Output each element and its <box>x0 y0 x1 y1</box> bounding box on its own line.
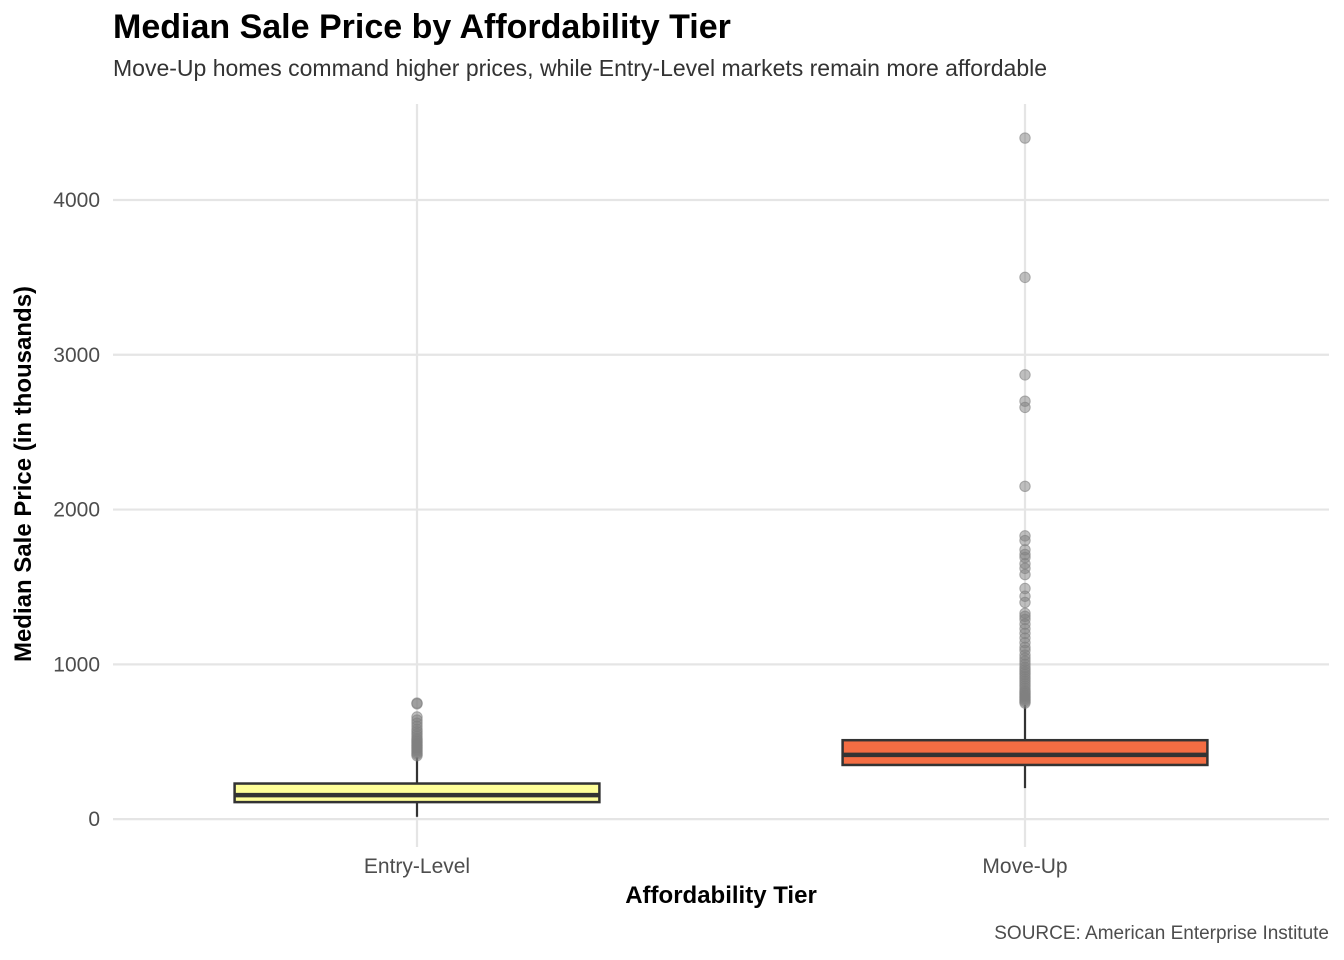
box-iqr <box>233 782 601 804</box>
outlier-point <box>411 697 423 709</box>
y-tick-label: 0 <box>88 808 100 831</box>
x-axis-label: Affordability Tier <box>625 882 817 909</box>
box-iqr <box>841 738 1209 767</box>
y-tick-label: 3000 <box>53 344 100 367</box>
outlier-point <box>1019 395 1031 407</box>
gridlines <box>113 104 1329 847</box>
outlier-point <box>1019 132 1031 144</box>
x-tick-label: Move-Up <box>982 855 1067 878</box>
outlier-point <box>1019 369 1031 381</box>
outlier-point <box>1019 582 1031 595</box>
chart-subtitle: Move-Up homes command higher prices, whi… <box>113 55 1048 81</box>
y-tick-label: 1000 <box>53 653 100 676</box>
x-axis-ticks: Entry-Level Move-Up <box>364 855 1068 878</box>
y-tick-label: 2000 <box>53 499 100 522</box>
x-tick-label: Entry-Level <box>364 855 470 878</box>
boxes <box>233 132 1209 817</box>
outlier-point <box>1019 271 1031 284</box>
outlier-point <box>1019 530 1031 542</box>
box-move-up <box>841 132 1209 789</box>
y-tick-label: 4000 <box>53 189 100 212</box>
outlier-point <box>1019 480 1031 493</box>
y-axis-ticks: 0 1000 2000 3000 4000 <box>53 189 100 831</box>
outlier-point <box>411 711 423 723</box>
chart-title: Median Sale Price by Affordability Tier <box>113 8 731 46</box>
box-entry-level <box>233 697 601 817</box>
source-caption: SOURCE: American Enterprise Institute <box>994 923 1329 944</box>
outlier-point <box>1019 607 1031 619</box>
y-axis-label: Median Sale Price (in thousands) <box>10 285 37 663</box>
